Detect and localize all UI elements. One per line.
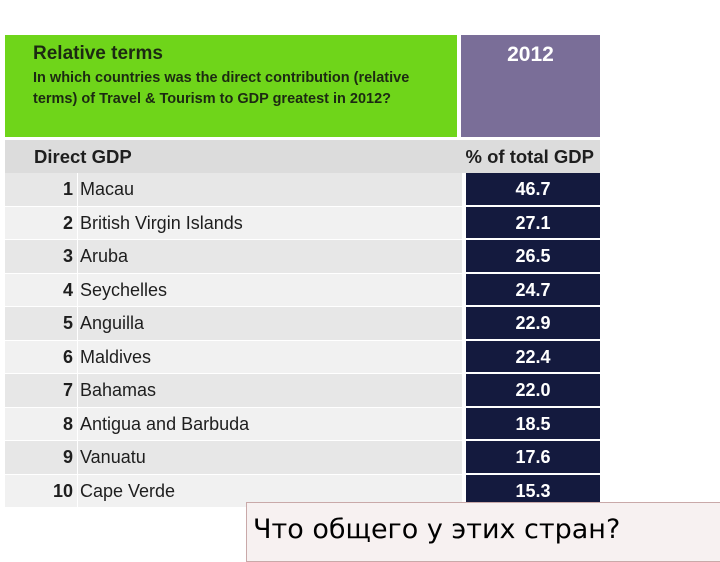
- table-title: Relative terms: [33, 43, 163, 64]
- table-question: In which countries was the direct contri…: [33, 70, 410, 107]
- country-cell: Bahamas: [77, 374, 462, 408]
- country-cell: Seychelles: [77, 273, 462, 307]
- rank-cell: 3: [5, 240, 77, 274]
- value-cell: 46.7: [466, 173, 600, 207]
- table-row: 4 Seychelles 24.7: [5, 273, 600, 307]
- table-row: 8 Antigua and Barbuda 18.5: [5, 407, 600, 441]
- country-cell: Aruba: [77, 240, 462, 274]
- table-row: 1 Macau 46.7: [5, 173, 600, 207]
- rank-cell: 4: [5, 273, 77, 307]
- column-header-direct-gdp: Direct GDP: [34, 145, 132, 167]
- country-cell: Antigua and Barbuda: [77, 407, 462, 441]
- rank-cell: 5: [5, 307, 77, 341]
- table-header: Relative terms In which countries was th…: [5, 35, 600, 137]
- column-header-row: Direct GDP % of total GDP: [5, 140, 600, 173]
- value-cell: 22.9: [466, 307, 600, 341]
- value-cell: 22.0: [466, 374, 600, 408]
- value-cell: 27.1: [466, 206, 600, 240]
- table-row: 5 Anguilla 22.9: [5, 307, 600, 341]
- country-cell: Anguilla: [77, 307, 462, 341]
- rank-cell: 8: [5, 407, 77, 441]
- value-cell: 18.5: [466, 407, 600, 441]
- rank-cell: 6: [5, 340, 77, 374]
- table-body: 1 Macau 46.7 2 British Virgin Islands 27…: [5, 173, 600, 508]
- country-cell: Macau: [77, 173, 462, 207]
- gdp-table: Relative terms In which countries was th…: [5, 35, 600, 508]
- value-cell: 24.7: [466, 273, 600, 307]
- rank-cell: 9: [5, 441, 77, 475]
- table-row: 6 Maldives 22.4: [5, 340, 600, 374]
- country-cell: Vanuatu: [77, 441, 462, 475]
- value-cell: 26.5: [466, 240, 600, 274]
- country-cell: British Virgin Islands: [77, 206, 462, 240]
- header-panel: Relative terms In which countries was th…: [5, 35, 457, 137]
- column-header-percent-gdp: % of total GDP: [465, 145, 594, 167]
- value-cell: 17.6: [466, 441, 600, 475]
- table-row: 9 Vanuatu 17.6: [5, 441, 600, 475]
- table-row: 3 Aruba 26.5: [5, 240, 600, 274]
- value-cell: 22.4: [466, 340, 600, 374]
- year-label: 2012: [460, 35, 600, 137]
- question-caption: Что общего у этих стран?: [246, 502, 720, 562]
- rank-cell: 10: [5, 474, 77, 508]
- rank-cell: 1: [5, 173, 77, 207]
- rank-cell: 2: [5, 206, 77, 240]
- country-cell: Maldives: [77, 340, 462, 374]
- table-row: 7 Bahamas 22.0: [5, 374, 600, 408]
- rank-cell: 7: [5, 374, 77, 408]
- table-row: 2 British Virgin Islands 27.1: [5, 206, 600, 240]
